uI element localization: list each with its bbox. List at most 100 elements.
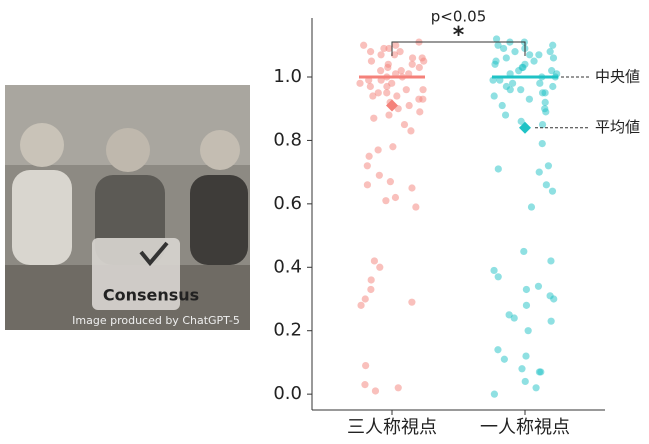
- point: [396, 48, 404, 56]
- point: [538, 120, 547, 129]
- point: [510, 314, 518, 322]
- point: [366, 48, 375, 56]
- point: [494, 41, 502, 49]
- point: [383, 89, 391, 97]
- point: [367, 276, 375, 284]
- point: [374, 89, 382, 97]
- point: [490, 390, 498, 398]
- point: [537, 368, 545, 376]
- point: [370, 114, 378, 122]
- point: [494, 273, 502, 281]
- point: [534, 282, 543, 290]
- point: [549, 82, 557, 91]
- point: [408, 54, 417, 62]
- point: [377, 67, 385, 75]
- point: [363, 181, 372, 189]
- point: [532, 384, 540, 392]
- point: [400, 120, 409, 129]
- point: [501, 111, 510, 119]
- point: [538, 139, 546, 148]
- point: [494, 346, 502, 354]
- point: [541, 98, 549, 106]
- point: [367, 57, 376, 65]
- badge-label: Consensus: [103, 286, 199, 305]
- point: [420, 57, 428, 65]
- point: [356, 79, 364, 87]
- point: [361, 295, 369, 303]
- point: [524, 327, 532, 335]
- mean-marker: [386, 99, 398, 112]
- median-label: 中央値: [595, 67, 640, 85]
- point: [392, 41, 400, 49]
- point: [525, 95, 533, 103]
- point: [408, 298, 416, 306]
- point: [527, 203, 536, 211]
- x-tick-label: 三人称視点: [347, 417, 437, 438]
- point: [542, 181, 550, 189]
- point: [547, 317, 555, 325]
- person-body: [12, 170, 72, 265]
- point: [492, 35, 501, 43]
- point: [511, 48, 519, 56]
- person-head: [106, 128, 150, 172]
- point: [405, 101, 413, 110]
- point: [385, 44, 393, 53]
- credit: Image produced by ChatGPT-5: [72, 314, 240, 327]
- y-tick-label: 0.0: [273, 383, 302, 404]
- point: [380, 44, 388, 53]
- point: [390, 51, 399, 59]
- point: [416, 108, 424, 116]
- point: [494, 165, 502, 173]
- point: [389, 143, 397, 151]
- point: [408, 184, 416, 192]
- point: [402, 86, 410, 94]
- check-icon: [139, 241, 169, 267]
- y-tick-label: 0.8: [273, 129, 302, 150]
- point: [357, 301, 365, 309]
- point: [384, 63, 392, 72]
- point: [370, 257, 378, 265]
- point: [407, 127, 415, 135]
- point: [518, 365, 526, 373]
- point: [365, 152, 373, 160]
- point: [517, 117, 525, 125]
- person-body: [190, 175, 248, 265]
- point: [517, 86, 525, 94]
- point: [542, 108, 550, 116]
- point: [397, 67, 405, 75]
- point: [536, 79, 544, 87]
- point: [374, 146, 382, 154]
- point: [367, 285, 375, 294]
- point: [500, 355, 508, 363]
- point: [377, 51, 385, 59]
- point: [360, 41, 368, 49]
- y-tick-label: 1.0: [273, 66, 302, 87]
- significance-marker: *: [453, 23, 465, 48]
- point: [491, 60, 499, 68]
- point: [366, 82, 374, 91]
- point: [385, 111, 393, 119]
- point: [362, 361, 370, 370]
- point: [375, 171, 383, 179]
- y-tick-label: 0.4: [273, 256, 302, 277]
- point: [546, 48, 554, 56]
- point: [530, 57, 538, 65]
- y-tick-label: 0.6: [273, 193, 302, 214]
- point: [408, 60, 416, 68]
- significance-bracket: [391, 41, 526, 56]
- mean-label: 平均値: [595, 118, 640, 136]
- point: [363, 162, 371, 170]
- point: [371, 387, 380, 395]
- point: [508, 79, 517, 87]
- point: [415, 95, 423, 103]
- point: [549, 41, 557, 49]
- y-tick-label: 0.2: [273, 320, 302, 341]
- point: [369, 92, 377, 100]
- point: [548, 187, 557, 195]
- point: [499, 44, 508, 53]
- point: [502, 54, 510, 62]
- point: [498, 101, 506, 110]
- point: [522, 352, 530, 360]
- point: [383, 82, 391, 91]
- point: [386, 178, 394, 186]
